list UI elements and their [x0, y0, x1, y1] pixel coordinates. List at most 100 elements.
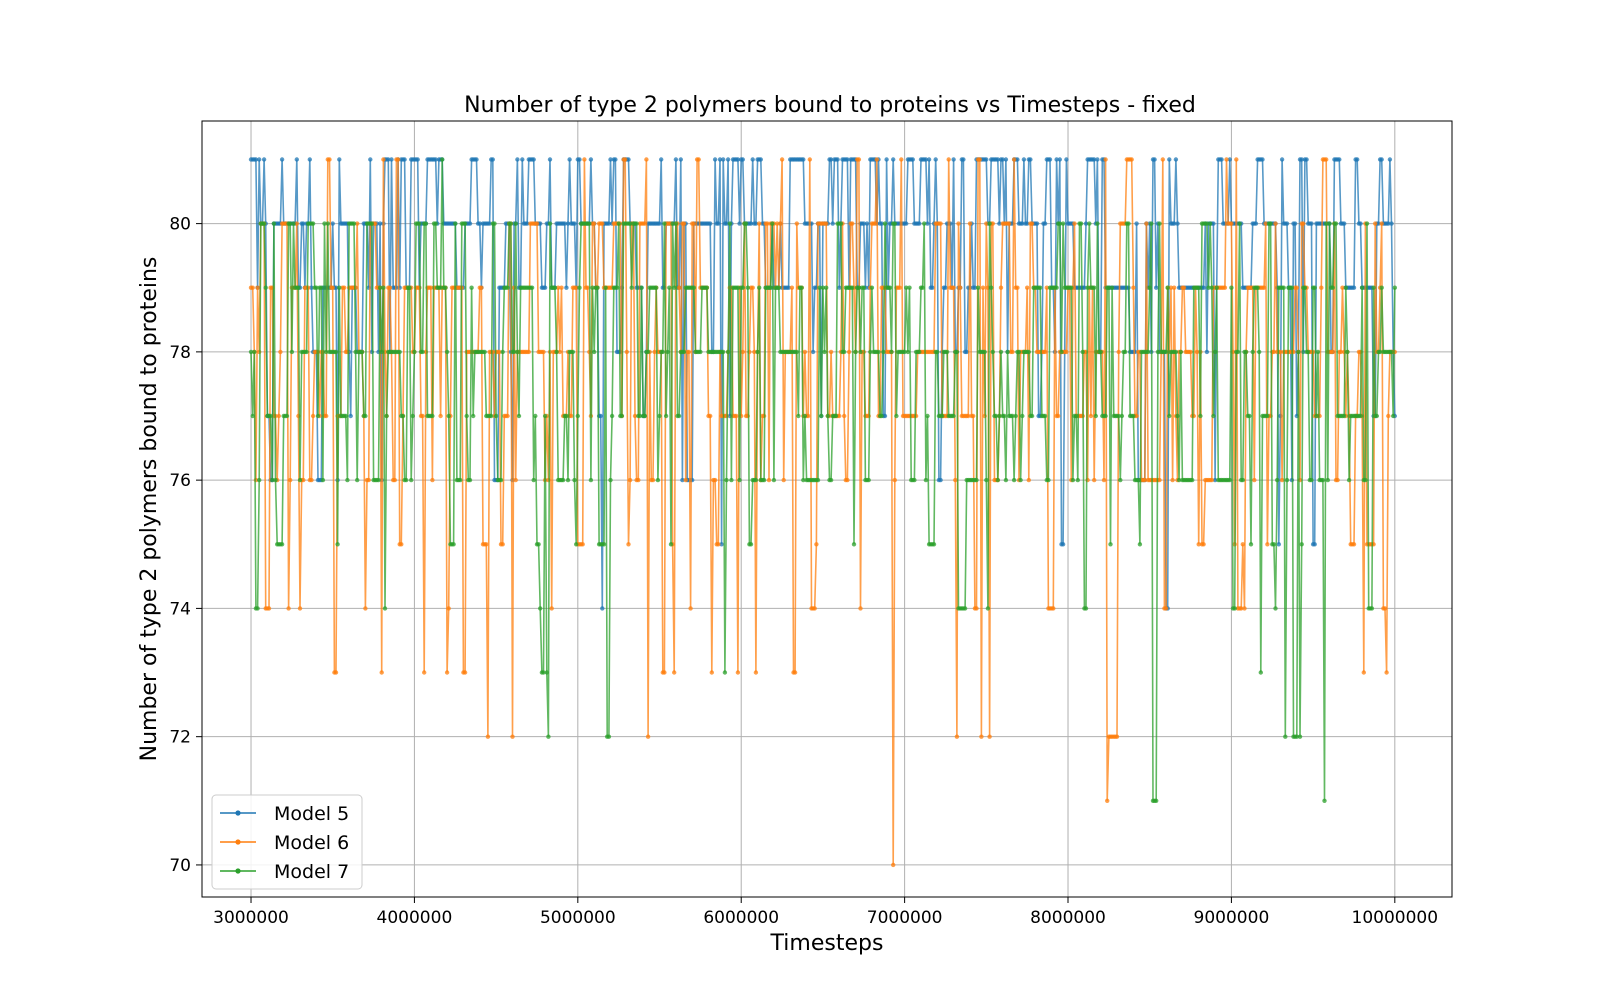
data-point [337, 157, 342, 162]
data-point [467, 221, 473, 226]
data-point [801, 477, 806, 483]
data-point [853, 349, 858, 355]
data-point [319, 285, 324, 290]
data-point [691, 221, 696, 226]
y-axis-label: Number of type 2 polymers bound to prote… [137, 257, 162, 762]
data-point [552, 285, 558, 290]
data-point [1351, 542, 1357, 547]
data-point [263, 285, 268, 290]
data-point [794, 349, 799, 355]
data-point [498, 477, 504, 483]
data-point [1379, 157, 1384, 162]
data-point [271, 221, 277, 226]
data-point [984, 157, 989, 162]
data-point [881, 349, 886, 355]
data-point [1229, 285, 1234, 290]
data-point [662, 221, 667, 226]
data-point [824, 221, 829, 226]
data-point [529, 285, 535, 290]
data-point [663, 413, 669, 419]
data-point [712, 157, 718, 162]
data-point [1371, 285, 1376, 290]
data-point [438, 413, 443, 419]
data-point [614, 285, 620, 290]
data-point [667, 285, 672, 290]
data-point [1010, 413, 1015, 419]
data-point [1330, 285, 1335, 290]
data-point [1382, 606, 1388, 611]
data-point [673, 221, 679, 226]
data-point [962, 606, 968, 611]
data-point [1178, 349, 1184, 355]
data-point [980, 285, 986, 290]
data-point [894, 413, 899, 419]
data-point [989, 285, 994, 290]
data-point [650, 477, 656, 483]
data-point [1160, 157, 1166, 162]
data-point [806, 413, 811, 419]
data-point [902, 349, 907, 355]
data-point [1212, 349, 1218, 355]
data-point [301, 477, 306, 483]
data-point [1116, 349, 1121, 355]
data-point [801, 157, 806, 162]
data-point [1157, 221, 1162, 226]
data-point [355, 221, 360, 226]
data-point [943, 285, 948, 290]
data-point [846, 349, 852, 355]
data-point [355, 477, 360, 483]
data-point [304, 349, 309, 355]
data-point [534, 221, 540, 226]
data-point [712, 477, 718, 483]
data-point [1168, 285, 1174, 290]
data-point [1358, 413, 1363, 419]
data-point [1051, 606, 1056, 611]
data-point [1042, 221, 1048, 226]
legend-label: Model 6 [274, 832, 349, 854]
data-point [1201, 285, 1206, 290]
data-point [574, 285, 579, 290]
data-point [634, 221, 639, 226]
data-point [345, 477, 350, 483]
data-point [493, 413, 499, 419]
data-point [255, 606, 260, 611]
data-point [508, 221, 513, 226]
data-point [1126, 221, 1131, 226]
data-point [1149, 221, 1154, 226]
data-point [288, 221, 293, 226]
data-point [284, 413, 290, 419]
data-point [951, 285, 956, 290]
data-point [409, 477, 414, 483]
data-point [324, 413, 329, 419]
data-point [433, 157, 438, 162]
data-point [500, 542, 505, 547]
data-point [824, 285, 829, 290]
data-point [505, 285, 510, 290]
data-point [708, 413, 713, 419]
data-point [314, 285, 319, 290]
data-point [420, 413, 425, 419]
series-model-7 [248, 157, 1398, 803]
data-point [998, 349, 1004, 355]
data-point [270, 477, 275, 483]
data-point [1170, 477, 1175, 483]
data-point [912, 477, 917, 483]
data-point [972, 285, 978, 290]
data-point [961, 157, 966, 162]
data-point [688, 606, 693, 611]
data-point [1209, 477, 1215, 483]
data-point [381, 157, 386, 162]
data-point [1060, 542, 1066, 547]
data-point [320, 477, 326, 483]
series-line [251, 158, 1396, 610]
data-point [1340, 285, 1345, 290]
data-point [412, 349, 417, 355]
data-point [399, 542, 404, 547]
data-point [696, 157, 701, 162]
data-point [601, 542, 607, 547]
data-point [825, 413, 830, 419]
data-point [261, 157, 267, 162]
data-point [1005, 349, 1010, 355]
data-point [1016, 349, 1022, 355]
